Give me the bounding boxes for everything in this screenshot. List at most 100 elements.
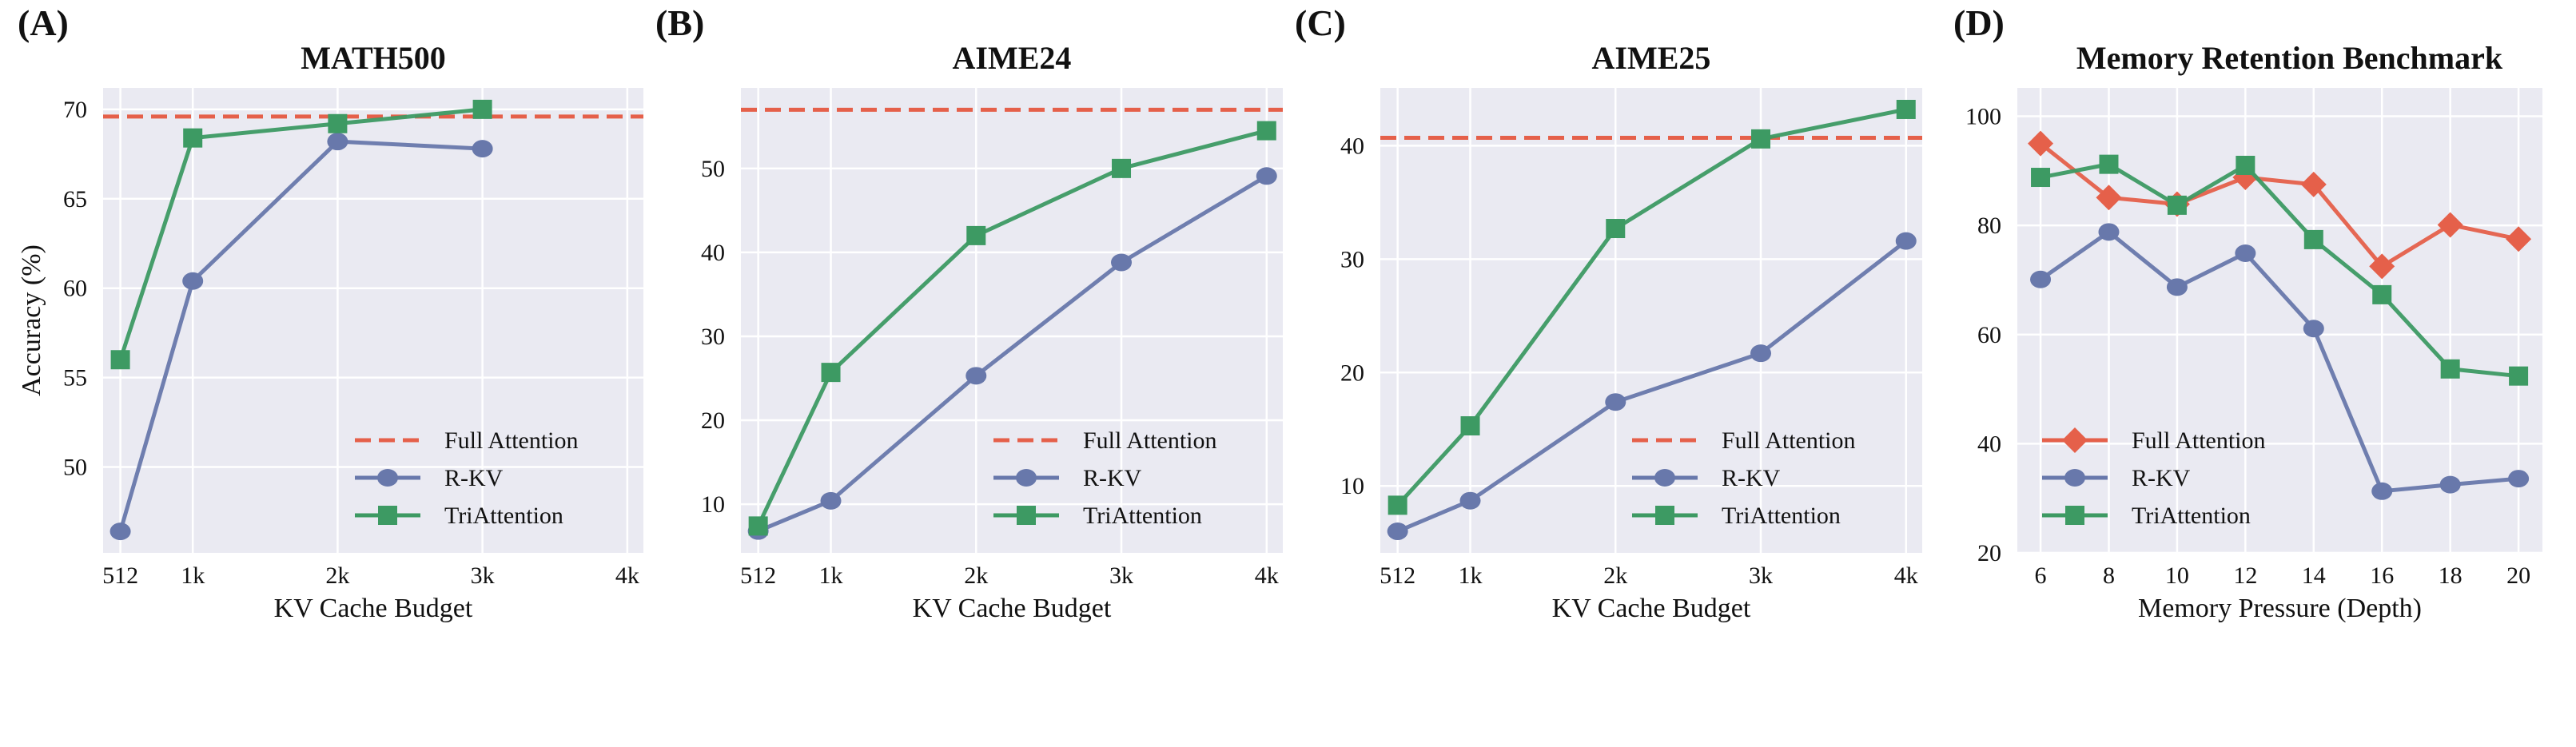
x-tick-label: 4k <box>615 562 639 589</box>
x-tick-label: 2k <box>325 562 349 589</box>
x-tick-label: 1k <box>181 562 205 589</box>
triattention-point <box>748 516 768 536</box>
r-kv-point <box>1387 523 1408 541</box>
y-axis-label: Accuracy (%) <box>17 244 46 396</box>
r-kv-point <box>1256 167 1277 185</box>
x-tick-label: 16 <box>2370 562 2394 589</box>
legend-label: TriAttention <box>1722 503 1841 529</box>
legend-swatch-marker <box>1655 506 1674 525</box>
legend-label: TriAttention <box>1083 503 1202 529</box>
x-tick-label: 1k <box>1459 562 1483 589</box>
x-tick-label: 2k <box>964 562 988 589</box>
legend-label: TriAttention <box>2132 503 2251 529</box>
x-axis-label: Memory Pressure (Depth) <box>2138 594 2422 623</box>
legend-swatch-marker <box>2064 469 2085 487</box>
y-tick-label: 40 <box>1977 431 2001 457</box>
y-tick-label: 10 <box>701 491 725 518</box>
triattention-point <box>821 363 841 383</box>
legend-item-r-kv: R-KV <box>993 465 1142 491</box>
full-attention-point <box>2369 253 2395 280</box>
triattention-point <box>2031 168 2051 188</box>
r-kv-point <box>2439 475 2461 494</box>
legend-label: TriAttention <box>444 503 563 529</box>
legend-item-triattention: TriAttention <box>1632 503 1841 529</box>
panel-label: (C) <box>1295 2 1346 43</box>
y-tick-label: 20 <box>701 407 725 434</box>
legend: Full Attention R-KV TriAttention <box>355 427 579 529</box>
x-tick-label: 1k <box>819 562 843 589</box>
legend-item-r-kv: R-KV <box>2042 465 2191 491</box>
panel-b: (B) AIME24 512 1k 2k 3k 4k 10 20 30 40 50 KV Cache B… <box>655 2 1283 623</box>
legend-item-full-attention: Full Attention <box>2042 427 2266 454</box>
r-kv-point <box>2371 482 2393 500</box>
legend-item-r-kv: R-KV <box>355 465 504 491</box>
r-kv-point <box>1111 253 1133 272</box>
y-tick-label: 65 <box>63 186 87 213</box>
x-tick-label: 6 <box>2035 562 2047 589</box>
legend-swatch-marker <box>1016 469 1037 487</box>
x-tick-label: 12 <box>2233 562 2257 589</box>
legend-item-full-attention: Full Attention <box>1632 427 1856 454</box>
legend-swatch-marker <box>377 469 398 487</box>
panel-d: (D) Memory Retention Benchmark 6 8 10 12 14 16 1… <box>1953 2 2542 623</box>
legend-label: R-KV <box>444 465 504 491</box>
r-kv-point <box>472 140 493 158</box>
x-axis-label: KV Cache Budget <box>274 594 473 623</box>
x-tick-label: 8 <box>2103 562 2115 589</box>
triattention-line <box>2040 162 2519 379</box>
r-kv-point <box>2508 470 2530 488</box>
x-tick-label: 14 <box>2302 562 2326 589</box>
legend-swatch-marker <box>2062 427 2088 453</box>
r-kv-point <box>182 272 204 290</box>
x-tick-label: 18 <box>2439 562 2463 589</box>
x-tick-label: 512 <box>1380 562 1415 589</box>
y-tick-label: 30 <box>701 324 725 350</box>
y-tick-label: 50 <box>63 455 87 481</box>
legend: Full Attention R-KV TriAttention <box>993 427 1217 529</box>
triattention-point <box>2303 229 2323 249</box>
x-tick-label: 4k <box>1255 562 1279 589</box>
y-tick-label: 80 <box>1977 213 2001 239</box>
legend-label: R-KV <box>1722 465 1781 491</box>
chart-title: Memory Retention Benchmark <box>2076 40 2503 76</box>
triattention-point <box>1460 416 1480 436</box>
r-kv-line <box>2039 229 2519 494</box>
x-axis-label: KV Cache Budget <box>913 594 1112 623</box>
r-kv-point <box>2030 270 2052 288</box>
x-tick-label: 512 <box>740 562 776 589</box>
r-kv-point <box>109 523 131 541</box>
legend-swatch-marker <box>1017 506 1036 525</box>
legend-item-r-kv: R-KV <box>1632 465 1781 491</box>
y-tick-label: 60 <box>63 276 87 302</box>
legend-label: Full Attention <box>1722 427 1856 454</box>
plot-area <box>1380 88 1922 553</box>
triattention-line <box>118 107 483 361</box>
y-tick-label: 70 <box>63 97 87 123</box>
legend-item-triattention: TriAttention <box>993 503 1202 529</box>
r-kv-point <box>1459 491 1481 510</box>
y-tick-label: 40 <box>1340 133 1364 159</box>
y-tick-label: 100 <box>1965 104 2001 130</box>
x-axis-label: KV Cache Budget <box>1552 594 1751 623</box>
full-attention-point <box>2506 226 2532 252</box>
plot-area <box>103 88 643 553</box>
triattention-point <box>110 350 130 370</box>
y-tick-label: 20 <box>1340 360 1364 386</box>
triattention-point <box>2167 195 2187 215</box>
full-attention-point <box>2028 130 2054 157</box>
triattention-point <box>1256 121 1276 141</box>
chart-title: AIME24 <box>953 40 1072 76</box>
x-tick-label: 3k <box>471 562 495 589</box>
r-kv-point <box>1605 393 1626 411</box>
triattention-point <box>2372 284 2392 304</box>
legend-swatch-marker <box>1654 469 1675 487</box>
triattention-point <box>2099 154 2119 174</box>
plot-content <box>103 99 643 541</box>
legend: Full Attention R-KV TriAttention <box>2042 427 2266 529</box>
panel-label: (D) <box>1953 2 2005 43</box>
legend-item-full-attention: Full Attention <box>355 427 579 454</box>
x-tick-label: 2k <box>1603 562 1627 589</box>
panel-label: (A) <box>18 2 69 43</box>
legend-label: R-KV <box>2132 465 2191 491</box>
